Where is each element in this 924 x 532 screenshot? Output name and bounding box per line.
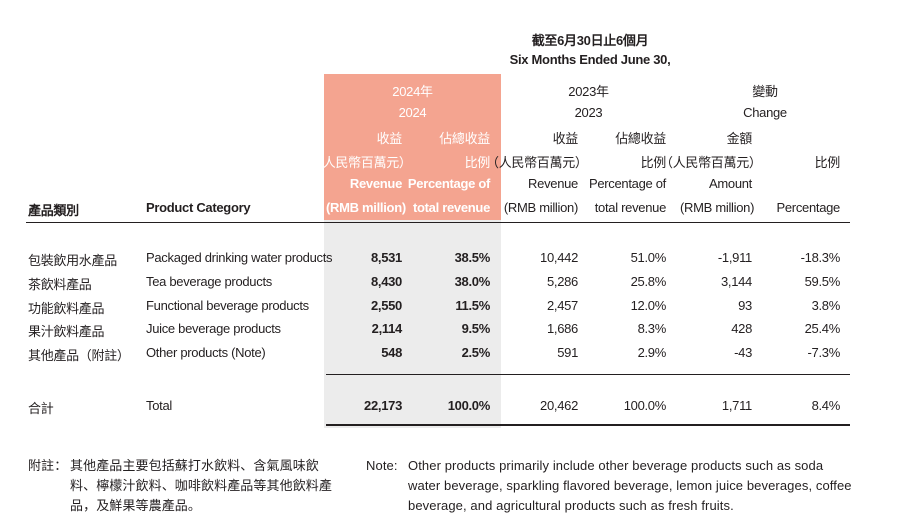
total-en: Total xyxy=(146,398,172,413)
percentage-cell: -7.3% xyxy=(807,345,841,360)
pct24-zh: 佔總收益 xyxy=(439,131,490,146)
rev24-cell: 8,430 xyxy=(370,274,402,289)
change-en: Change xyxy=(743,105,787,120)
amount-cell: 3,144 xyxy=(720,274,752,289)
rev24-cell: 2,114 xyxy=(371,321,403,336)
rev23-cell: 1,686 xyxy=(546,321,578,336)
pct23-cell: 51.0% xyxy=(630,250,667,265)
row-zh: 功能飲料產品 xyxy=(28,301,105,316)
percentage-en: Percentage xyxy=(776,200,841,215)
pct24-en2: total revenue xyxy=(412,200,490,215)
category-en-header: Product Category xyxy=(146,200,251,215)
rev24-cell: 2,550 xyxy=(370,298,402,313)
pct23-cell: 25.8% xyxy=(630,274,667,289)
rev23-cell: 591 xyxy=(557,345,578,360)
total-pct23: 100.0% xyxy=(623,398,667,413)
note-zh-label: 附註： xyxy=(28,458,68,473)
pct24-cell: 38.5% xyxy=(454,250,491,265)
amt-en: Amount xyxy=(708,176,752,191)
amt-zh: 金額 xyxy=(726,131,753,146)
ratio-zh: 比例 xyxy=(814,155,841,170)
total-bottom-rule xyxy=(326,424,850,426)
row-en: Functional beverage products xyxy=(146,298,309,313)
pct24-cell: 38.0% xyxy=(454,274,491,289)
pct24-zh2: 比例 xyxy=(464,155,491,170)
row-zh: 果汁飲料產品 xyxy=(28,324,105,339)
row-en: Tea beverage products xyxy=(146,274,272,289)
pct24-en: Percentage of xyxy=(407,176,490,191)
pct23-cell: 2.9% xyxy=(637,345,667,360)
year-2023: 2023 xyxy=(574,105,603,120)
percentage-cell: -18.3% xyxy=(800,250,841,265)
change-zh: 變動 xyxy=(752,84,778,99)
note-zh-line: 其他產品主要包括蘇打水飲料、含氣風味飲 xyxy=(70,458,319,473)
amount-cell: 93 xyxy=(738,298,752,313)
year-2024-zh: 2024年 xyxy=(392,84,433,99)
column-2024-header-background xyxy=(324,74,501,220)
rev24-zh2: （人民幣百萬元） xyxy=(310,155,412,170)
total-top-rule xyxy=(326,374,850,375)
rev23-zh2: （人民幣百萬元） xyxy=(486,155,588,170)
row-zh: 茶飲料產品 xyxy=(28,277,92,292)
pct23-en2: total revenue xyxy=(594,200,667,215)
pct23-zh2: 比例 xyxy=(640,155,667,170)
rev23-cell: 2,457 xyxy=(546,298,578,313)
note-en-label: Note: xyxy=(366,458,398,473)
rev24-cell: 8,531 xyxy=(370,250,402,265)
row-zh: 其他產品（附註） xyxy=(28,348,130,363)
note-zh-line: 品，及鮮果等農產品。 xyxy=(70,498,202,513)
note-zh-line: 料、檸檬汁飲料、咖啡飲料產品等其他飲料產 xyxy=(70,478,333,493)
category-zh-header: 產品類別 xyxy=(28,203,79,218)
total-rev24: 22,173 xyxy=(364,398,402,413)
amt-zh2: （人民幣百萬元） xyxy=(660,155,762,170)
note-en-line: water beverage, sparkling flavored bever… xyxy=(408,478,852,493)
note-en-line: Other products primarily include other b… xyxy=(408,458,824,473)
rev24-cell: 548 xyxy=(381,345,402,360)
note-en-line: beverage, and agricultural products such… xyxy=(408,498,734,513)
percentage-cell: 3.8% xyxy=(811,298,841,313)
pct23-en: Percentage of xyxy=(588,176,666,191)
total-rev23: 20,462 xyxy=(540,398,578,413)
row-zh: 包裝飲用水產品 xyxy=(28,253,117,268)
amount-cell: 428 xyxy=(731,321,752,336)
rev23-en2: (RMB million) xyxy=(503,200,578,215)
pct23-cell: 8.3% xyxy=(637,321,667,336)
rev23-cell: 10,442 xyxy=(540,250,578,265)
rev24-en2: (RMB million) xyxy=(326,200,406,215)
rev23-en: Revenue xyxy=(528,176,578,191)
row-en: Packaged drinking water products xyxy=(146,250,333,265)
pct24-cell: 9.5% xyxy=(461,321,491,336)
pct23-cell: 12.0% xyxy=(630,298,667,313)
rev23-zh: 收益 xyxy=(552,131,579,146)
rev24-en: Revenue xyxy=(349,176,402,191)
amt-en2: (RMB million) xyxy=(680,200,755,215)
period-zh: 截至6月30日止6個月 xyxy=(531,33,649,48)
row-en: Other products (Note) xyxy=(146,345,266,360)
total-zh: 合計 xyxy=(28,401,54,416)
row-en: Juice beverage products xyxy=(146,321,281,336)
year-2023-zh: 2023年 xyxy=(568,84,609,99)
pct24-cell: 2.5% xyxy=(461,345,491,360)
pct23-zh: 佔總收益 xyxy=(615,131,666,146)
pct24-cell: 11.5% xyxy=(455,298,490,313)
year-2024: 2024 xyxy=(398,105,427,120)
rev23-cell: 5,286 xyxy=(546,274,578,289)
total-pct24: 100.0% xyxy=(447,398,491,413)
amount-cell: -43 xyxy=(734,345,752,360)
total-percentage: 8.4% xyxy=(811,398,841,413)
period-en: Six Months Ended June 30, xyxy=(509,52,671,67)
percentage-cell: 25.4% xyxy=(804,321,841,336)
header-rule xyxy=(26,222,850,223)
percentage-cell: 59.5% xyxy=(804,274,841,289)
amount-cell: -1,911 xyxy=(717,250,752,265)
total-amount: 1,711 xyxy=(721,398,752,413)
rev24-zh: 收益 xyxy=(376,131,403,146)
